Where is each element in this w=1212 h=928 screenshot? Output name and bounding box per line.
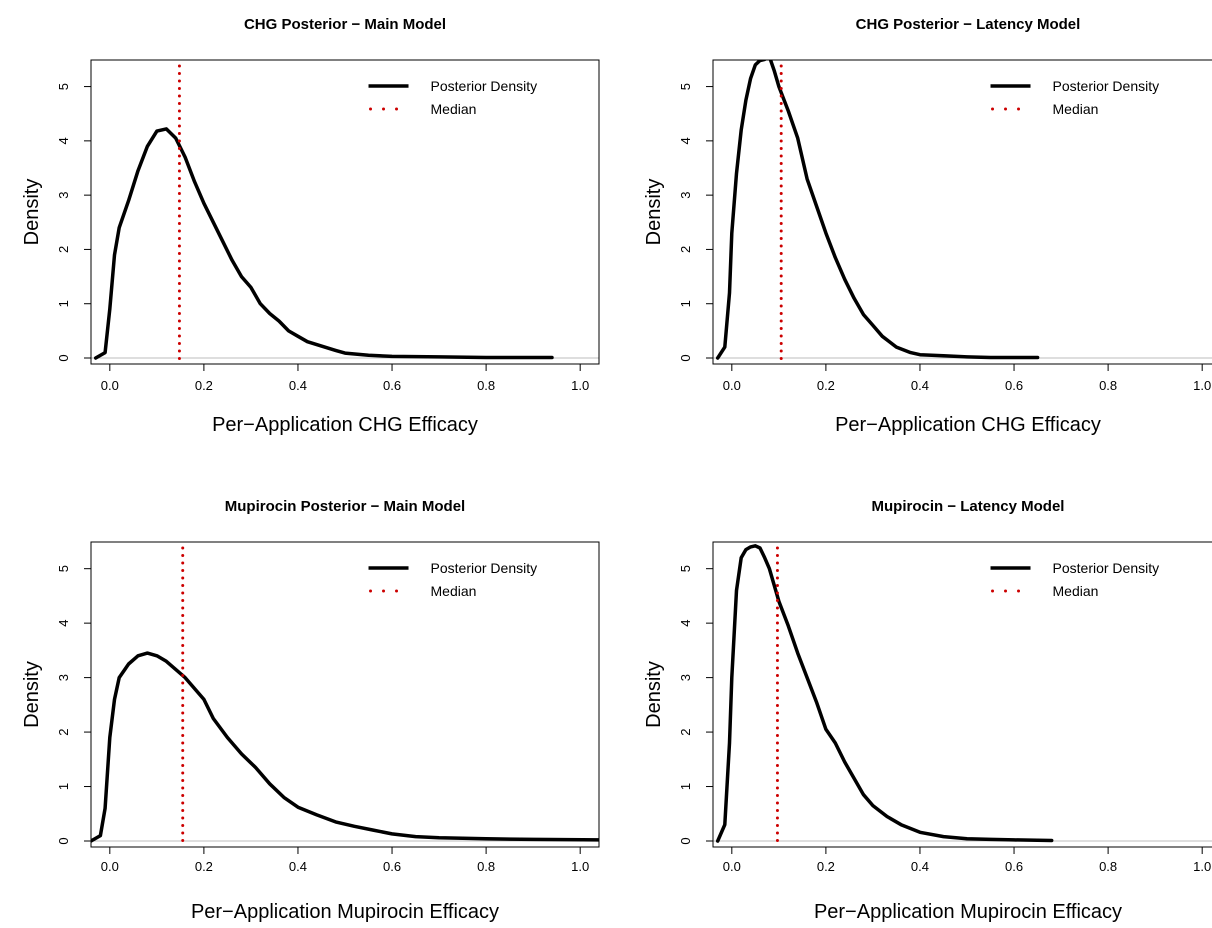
y-tick-label: 3 [56,192,71,199]
plot-frame [90,541,600,848]
chart-title: CHG Posterior − Latency Model [856,16,1081,33]
y-tick-label: 3 [56,674,71,681]
legend-median-label: Median [431,101,477,117]
x-tick-label: 0.6 [1005,859,1023,874]
x-tick-label: 1.0 [1193,859,1211,874]
legend-median-label: Median [1053,583,1099,599]
y-axis-label: Density [21,179,43,246]
y-tick-label: 0 [678,354,693,361]
y-tick-label: 5 [678,83,693,90]
plot-area [91,651,599,843]
chart-title: CHG Posterior − Main Model [244,16,446,33]
x-axis-label: Per−Application CHG Efficacy [835,414,1101,436]
x-tick-label: 0.0 [723,378,741,393]
y-tick-label: 1 [56,783,71,790]
plot-frame [712,541,1212,848]
y-tick-label: 4 [678,137,693,144]
density-line [715,60,1040,360]
x-tick-label: 0.6 [1005,378,1023,393]
plot-area [93,127,554,360]
x-tick-label: 0.6 [383,378,401,393]
y-tick-label: 5 [678,565,693,572]
legend-density-label: Posterior Density [1053,560,1160,576]
chart-panel-4: Mupirocin − Latency Model 0.0 0.2 0.4 0.6 0.8… [643,498,1212,923]
y-axis-label: Density [643,179,665,246]
plot-area [715,544,1054,843]
x-axis-label: Per−Application CHG Efficacy [212,414,478,436]
y-tick-label: 4 [56,137,71,144]
x-tick-label: 0.4 [289,378,307,393]
x-axis-label: Per−Application Mupirocin Efficacy [191,901,499,923]
chart-panel-1: CHG Posterior − Main Model 0.0 0.2 0.4 0.6 0.… [21,16,600,436]
plot-frame [712,59,1212,365]
x-tick-label: 0.0 [101,378,119,393]
y-tick-label: 2 [678,728,693,735]
y-tick-label: 4 [678,620,693,627]
y-tick-label: 5 [56,83,71,90]
legend-density-label: Posterior Density [431,560,538,576]
y-tick-label: 0 [678,837,693,844]
y-tick-label: 3 [678,192,693,199]
x-tick-label: 1.0 [571,378,589,393]
y-tick-label: 5 [56,565,71,572]
y-tick-label: 0 [56,354,71,361]
y-tick-label: 0 [56,837,71,844]
legend-median-label: Median [1053,101,1099,117]
x-tick-label: 0.8 [1099,378,1117,393]
y-tick-label: 1 [56,300,71,307]
x-tick-label: 0.0 [723,859,741,874]
x-tick-label: 0.8 [477,378,495,393]
x-tick-label: 0.2 [817,378,835,393]
x-tick-label: 1.0 [571,859,589,874]
density-line [93,127,554,360]
x-tick-label: 0.2 [195,378,213,393]
x-tick-label: 0.0 [101,859,119,874]
plot-frame [90,59,600,365]
y-axis-label: Density [21,661,43,728]
y-tick-label: 2 [56,246,71,253]
density-line [91,651,599,843]
y-tick-label: 2 [678,246,693,253]
plot-area [715,60,1040,360]
x-tick-label: 0.4 [911,859,929,874]
x-axis-label: Per−Application Mupirocin Efficacy [814,901,1122,923]
x-tick-label: 0.8 [477,859,495,874]
density-line [715,544,1054,843]
x-tick-label: 0.6 [383,859,401,874]
chart-title: Mupirocin Posterior − Main Model [225,498,465,515]
legend-density-label: Posterior Density [431,78,538,94]
legend-median-label: Median [431,583,477,599]
x-tick-label: 0.4 [289,859,307,874]
x-tick-label: 0.2 [817,859,835,874]
chart-panel-2: CHG Posterior − Latency Model 0.0 0.2 0.4 0.… [643,16,1212,436]
y-tick-label: 4 [56,620,71,627]
y-axis-label: Density [643,661,665,728]
y-tick-label: 2 [56,728,71,735]
y-tick-label: 3 [678,674,693,681]
x-tick-label: 0.4 [911,378,929,393]
y-tick-label: 1 [678,783,693,790]
x-tick-label: 0.2 [195,859,213,874]
chart-panel-3: Mupirocin Posterior − Main Model 0.0 0.2 0.… [21,498,600,923]
chart-title: Mupirocin − Latency Model [872,498,1065,515]
x-tick-label: 0.8 [1099,859,1117,874]
y-tick-label: 1 [678,300,693,307]
legend-density-label: Posterior Density [1053,78,1160,94]
x-tick-label: 1.0 [1193,378,1211,393]
